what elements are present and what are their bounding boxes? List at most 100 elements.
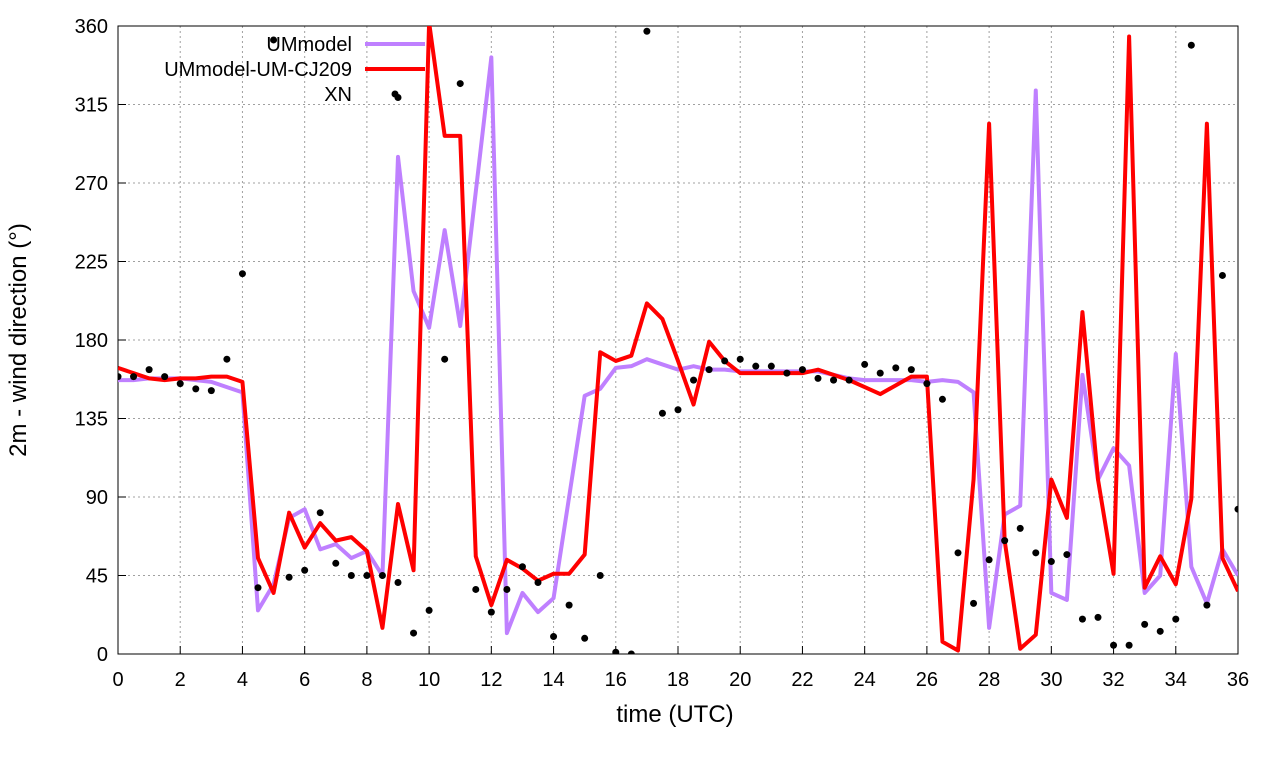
- data-point: [970, 599, 978, 607]
- y-tick-label: 90: [86, 487, 108, 509]
- x-tick-label: 12: [480, 669, 502, 691]
- data-point: [316, 509, 324, 517]
- data-point: [456, 80, 464, 88]
- data-point: [285, 573, 293, 581]
- data-point: [736, 355, 744, 363]
- x-tick-label: 18: [667, 669, 689, 691]
- x-tick-label: 2: [175, 669, 186, 691]
- y-tick-label: 315: [75, 95, 108, 117]
- data-point: [192, 385, 200, 393]
- data-point: [410, 629, 418, 637]
- data-point: [1047, 558, 1055, 566]
- data-point: [534, 578, 542, 586]
- data-point: [1001, 537, 1009, 545]
- x-tick-label: 36: [1227, 669, 1249, 691]
- data-point: [627, 650, 635, 654]
- data-point: [674, 406, 682, 414]
- x-tick-label: 0: [112, 669, 123, 691]
- data-point: [550, 633, 558, 641]
- data-point: [518, 563, 526, 571]
- data-point: [783, 369, 791, 377]
- data-point: [1094, 613, 1102, 621]
- y-tick-label: 45: [86, 566, 108, 588]
- y-tick-label: 360: [75, 16, 108, 38]
- data-point: [892, 364, 900, 372]
- x-tick-label: 34: [1165, 669, 1187, 691]
- data-point: [223, 355, 231, 363]
- data-point: [176, 380, 184, 388]
- data-point: [1032, 549, 1040, 557]
- data-point: [643, 27, 651, 35]
- data-point: [1110, 641, 1118, 649]
- legend-label: XN: [324, 84, 352, 106]
- data-point: [721, 357, 729, 365]
- data-point: [270, 36, 278, 44]
- data-point: [752, 362, 760, 370]
- data-point: [394, 578, 402, 586]
- data-point: [254, 584, 262, 592]
- x-tick-label: 26: [916, 669, 938, 691]
- data-point: [1187, 41, 1195, 49]
- data-point: [503, 585, 511, 593]
- data-point: [565, 601, 573, 609]
- data-point: [238, 270, 246, 278]
- data-point: [830, 376, 838, 384]
- x-axis-label: time (UTC): [616, 701, 733, 728]
- x-tick-label: 22: [791, 669, 813, 691]
- legend-label: UMmodel-UM-CJ209: [164, 59, 352, 81]
- data-point: [441, 355, 449, 363]
- data-point: [1141, 620, 1149, 628]
- data-point: [985, 556, 993, 564]
- data-point: [332, 559, 340, 567]
- data-point: [705, 366, 713, 374]
- data-point: [301, 566, 309, 574]
- x-tick-label: 14: [542, 669, 564, 691]
- data-point: [767, 362, 775, 370]
- data-point: [907, 366, 915, 374]
- data-point: [378, 572, 386, 579]
- x-tick-label: 30: [1040, 669, 1062, 691]
- data-point: [581, 634, 589, 642]
- data-point: [347, 572, 355, 579]
- data-point: [612, 648, 620, 654]
- plot-area: [118, 26, 1238, 654]
- data-line: [118, 55, 1238, 636]
- data-point: [658, 409, 666, 417]
- data-point: [938, 395, 946, 403]
- x-tick-label: 10: [418, 669, 440, 691]
- y-axis-label: 2m - wind direction (°): [5, 223, 32, 457]
- data-point: [1016, 524, 1024, 532]
- y-tick-label: 0: [97, 644, 108, 666]
- y-tick-label: 135: [75, 409, 108, 431]
- data-point: [1218, 271, 1226, 279]
- y-tick-label: 180: [75, 330, 108, 352]
- data-point: [161, 373, 169, 381]
- x-tick-label: 6: [299, 669, 310, 691]
- data-point: [1125, 641, 1133, 649]
- data-point: [923, 380, 931, 388]
- data-point: [596, 572, 604, 579]
- data-point: [425, 606, 433, 614]
- data-point: [814, 374, 822, 382]
- x-tick-label: 16: [605, 669, 627, 691]
- x-tick-label: 20: [729, 669, 751, 691]
- data-point: [1078, 615, 1086, 623]
- data-point: [861, 360, 869, 368]
- data-point: [876, 369, 884, 377]
- data-point: [118, 373, 122, 381]
- data-point: [1063, 551, 1071, 559]
- data-point: [690, 376, 698, 384]
- plot-frame: [117, 25, 1239, 655]
- data-point: [954, 549, 962, 557]
- data-point: [1234, 505, 1238, 513]
- data-point: [798, 366, 806, 374]
- y-tick-label: 225: [75, 252, 108, 274]
- x-tick-label: 24: [854, 669, 876, 691]
- legend-swatch: [391, 90, 399, 98]
- data-point: [363, 572, 371, 579]
- legend-label: UMmodel: [266, 34, 352, 56]
- x-tick-label: 32: [1102, 669, 1124, 691]
- data-point: [130, 373, 138, 381]
- x-tick-label: 28: [978, 669, 1000, 691]
